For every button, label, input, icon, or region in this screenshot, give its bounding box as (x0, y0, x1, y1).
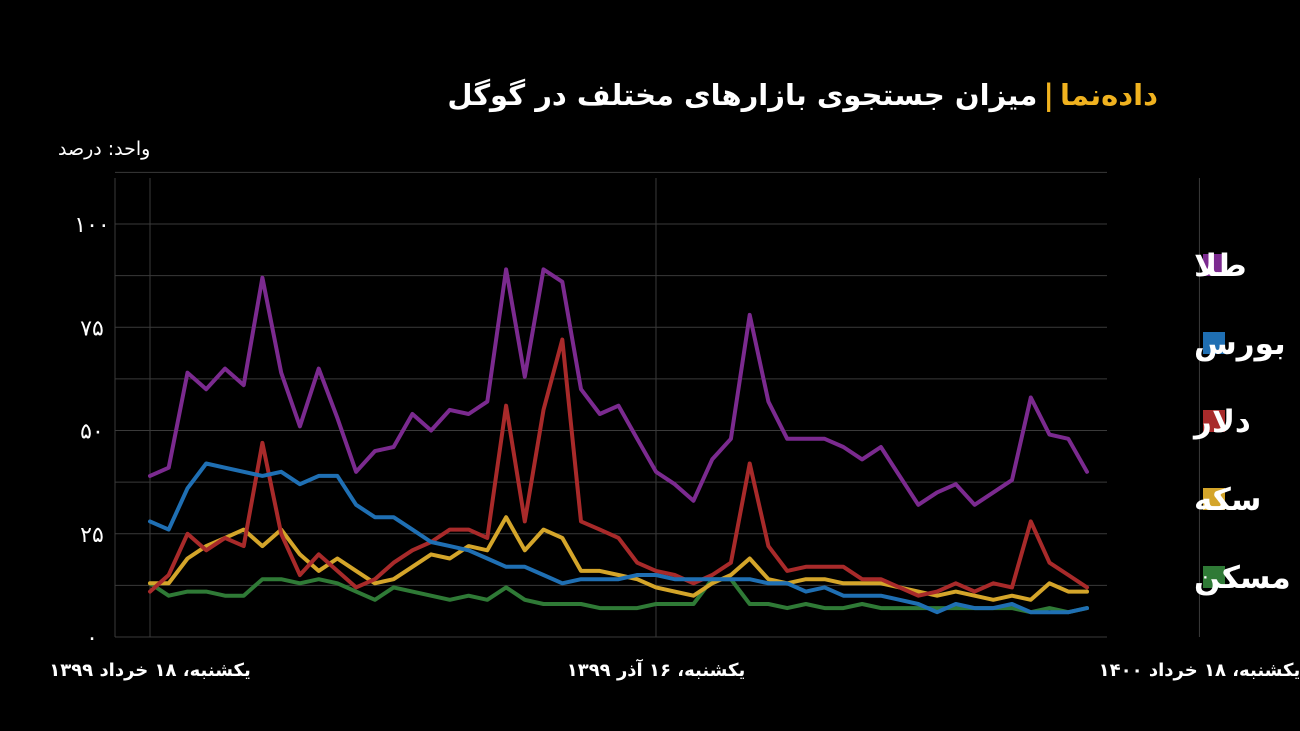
legend: طلا بورس دلار سکه مسکن (1192, 248, 1291, 596)
y-tick-label: ۵۰ (80, 420, 104, 445)
title-separator: | (1043, 78, 1054, 112)
series-line (148, 267, 1089, 507)
legend-swatch (1203, 254, 1225, 276)
legend-swatch (1203, 332, 1225, 354)
x-axis-ticks: یکشنبه، ۱۸ خرداد ۱۳۹۹ یکشنبه، ۱۶ آذر ۱۳۹۹… (49, 658, 1300, 681)
x-tick-label: یکشنبه، ۱۸ خرداد ۱۳۹۹ (49, 660, 251, 681)
legend-label: دلار (1192, 404, 1251, 440)
y-axis-ticks: ۰ ۲۵ ۵۰ ۷۵ ۱۰۰ (74, 213, 109, 651)
x-tick-label: یکشنبه، ۱۸ خرداد ۱۴۰۰ (1099, 660, 1300, 681)
series-line (148, 337, 1089, 598)
legend-label: بورس (1194, 326, 1286, 362)
title-text: میزان جستجوی بازارهای مختلف در گوگل (447, 78, 1038, 112)
brand-name: داده‌نما (1059, 78, 1158, 112)
y-tick-label: ۲۵ (80, 523, 104, 548)
y-tick-label: ۰ (86, 626, 98, 651)
series-lines (148, 267, 1089, 615)
legend-label: سکه (1194, 482, 1261, 518)
chart-title: داده‌نما|میزان جستجوی بازارهای مختلف در … (447, 78, 1158, 112)
series-line (148, 461, 1089, 615)
legend-swatch (1203, 410, 1225, 432)
legend-label: مسکن (1194, 560, 1291, 596)
y-tick-label: ۷۵ (80, 316, 104, 341)
y-tick-label: ۱۰۰ (74, 213, 109, 238)
legend-swatch (1203, 488, 1225, 510)
x-tick-label: یکشنبه، ۱۶ آذر ۱۳۹۹ (567, 658, 746, 681)
legend-swatch (1203, 566, 1225, 588)
legend-label: طلا (1194, 248, 1247, 284)
unit-label: واحد: درصد (58, 138, 151, 160)
grid-lines (114, 171, 1200, 638)
